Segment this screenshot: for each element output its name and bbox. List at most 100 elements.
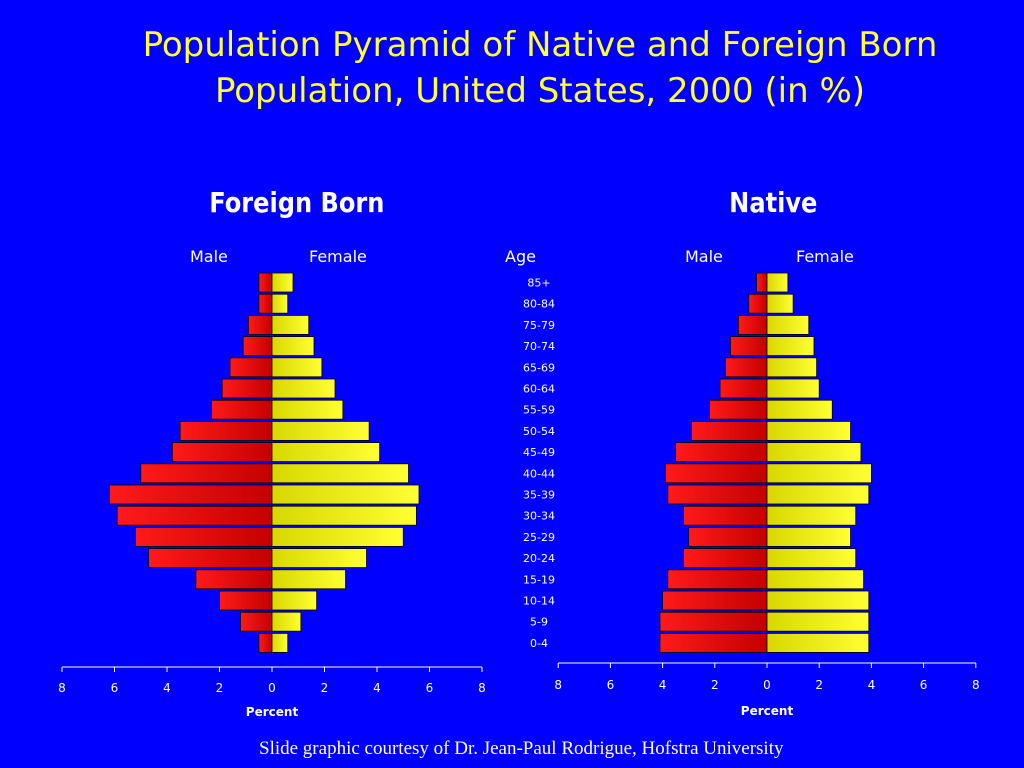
foreign-born-x-tick-label-6: 4 [373, 681, 381, 695]
age-label-50-54: 50-54 [523, 425, 555, 438]
foreign-born-x-tick-label-1: 6 [111, 681, 119, 695]
native-x-tick-label-8: 8 [972, 678, 980, 692]
foreign-born-female-bar-45-49 [271, 442, 381, 463]
native-female-bar-55-59 [766, 399, 833, 420]
foreign-born-female-bar-75-79 [271, 314, 310, 335]
native-male-bar-15-19 [667, 569, 768, 590]
age-label-5-9: 5-9 [530, 616, 548, 629]
slide-title-line-1: Population Pyramid of Native and Foreign… [142, 25, 938, 65]
foreign-born-female-label: Female [309, 247, 367, 266]
native-x-tick-label-5: 2 [815, 678, 823, 692]
foreign-born-male-bar-70-74 [242, 336, 273, 357]
foreign-born-female-bar-55-59 [271, 399, 344, 420]
foreign-born-male-bar-45-49 [171, 442, 273, 463]
native-male-bar-45-49 [675, 442, 768, 463]
native-male-bar-10-14 [662, 590, 768, 611]
foreign-born-x-tick-label-8: 8 [478, 681, 486, 695]
foreign-born-female-bar-40-44 [271, 463, 409, 484]
age-label-75-79: 75-79 [523, 319, 555, 332]
native-x-tick-label-0: 8 [554, 678, 562, 692]
native-male-bar-40-44 [664, 463, 768, 484]
foreign-born-male-bar-35-39 [108, 484, 273, 505]
native-female-bar-50-54 [766, 420, 851, 441]
foreign-born-male-bar-30-34 [116, 505, 273, 526]
foreign-born-x-tick-label-0: 8 [58, 681, 66, 695]
native-male-bar-5-9 [659, 611, 768, 632]
native-male-bar-65-69 [724, 357, 768, 378]
native-female-bar-15-19 [766, 569, 864, 590]
native-female-label: Female [796, 247, 854, 266]
native-male-bar-55-59 [709, 399, 768, 420]
age-label-85+: 85+ [527, 277, 550, 290]
foreign-born-male-bar-55-59 [211, 399, 273, 420]
foreign-born-male-bar-25-29 [135, 527, 273, 547]
foreign-born-chart-title: Foreign Born [209, 186, 385, 219]
native-male-bar-50-54 [690, 420, 768, 441]
foreign-born-female-bar-25-29 [271, 527, 404, 547]
native-female-bar-10-14 [766, 590, 870, 611]
foreign-born-female-bar-0-4 [271, 633, 289, 653]
foreign-born-female-bar-85+ [271, 272, 294, 293]
foreign-born-female-bar-60-64 [271, 378, 336, 399]
native-male-bar-85+ [756, 272, 768, 293]
age-label-40-44: 40-44 [523, 467, 555, 480]
foreign-born-male-bar-75-79 [247, 314, 273, 335]
foreign-born-male-bar-65-69 [229, 357, 273, 378]
age-label-25-29: 25-29 [523, 531, 555, 544]
foreign-born-female-bar-20-24 [271, 548, 367, 568]
foreign-born-x-tick-label-5: 2 [321, 681, 329, 695]
credit-text: Slide graphic courtesy of Dr. Jean-Paul … [259, 738, 784, 759]
age-label-30-34: 30-34 [523, 510, 555, 523]
native-male-bar-80-84 [748, 293, 768, 314]
native-female-bar-85+ [766, 272, 789, 293]
foreign-born-male-bar-10-14 [219, 590, 273, 611]
foreign-born-female-bar-15-19 [271, 569, 346, 590]
native-female-bar-25-29 [766, 527, 851, 547]
native-female-bar-40-44 [766, 463, 872, 484]
native-female-bar-75-79 [766, 314, 810, 335]
native-x-tick-label-2: 4 [659, 678, 667, 692]
slide-title: Population Pyramid of Native and Foreign… [60, 22, 1020, 114]
native-male-bar-20-24 [683, 548, 768, 568]
foreign-born-male-bar-20-24 [148, 548, 273, 568]
native-female-bar-45-49 [766, 442, 862, 463]
foreign-born-x-tick-label-3: 2 [216, 681, 224, 695]
age-label-70-74: 70-74 [523, 340, 555, 353]
age-axis-label: Age [505, 247, 536, 266]
native-x-tick-label-1: 6 [607, 678, 615, 692]
native-x-tick-label-4: 0 [763, 678, 771, 692]
foreign-born-x-axis-label: Percent [246, 705, 299, 719]
native-female-bar-70-74 [766, 336, 815, 357]
age-label-20-24: 20-24 [523, 552, 555, 565]
native-male-bar-0-4 [659, 633, 768, 653]
foreign-born-female-bar-35-39 [271, 484, 420, 505]
native-female-bar-60-64 [766, 378, 820, 399]
age-label-45-49: 45-49 [523, 446, 555, 459]
foreign-born-male-bar-50-54 [179, 420, 273, 441]
foreign-born-male-label: Male [190, 247, 228, 266]
foreign-born-male-bar-40-44 [140, 463, 273, 484]
age-label-60-64: 60-64 [523, 383, 555, 396]
foreign-born-female-bar-5-9 [271, 611, 302, 632]
native-female-bar-80-84 [766, 293, 794, 314]
native-male-bar-70-74 [730, 336, 768, 357]
native-female-bar-35-39 [766, 484, 870, 505]
foreign-born-x-tick-label-4: 0 [268, 681, 276, 695]
age-label-15-19: 15-19 [523, 573, 555, 586]
native-x-tick-label-7: 6 [920, 678, 928, 692]
native-female-bar-30-34 [766, 505, 857, 526]
native-male-bar-25-29 [688, 527, 768, 547]
age-label-10-14: 10-14 [523, 595, 555, 608]
foreign-born-x-tick-label-7: 6 [426, 681, 434, 695]
age-label-80-84: 80-84 [523, 298, 555, 311]
foreign-born-male-bar-85+ [258, 272, 273, 293]
foreign-born-female-bar-80-84 [271, 293, 289, 314]
slide-title-line-2: Population, United States, 2000 (in %) [214, 71, 866, 111]
native-chart-title: Native [729, 186, 818, 219]
foreign-born-x-tick-label-2: 4 [163, 681, 171, 695]
foreign-born-male-bar-5-9 [240, 611, 273, 632]
native-female-bar-20-24 [766, 548, 857, 568]
foreign-born-female-bar-50-54 [271, 420, 370, 441]
native-female-bar-0-4 [766, 633, 870, 653]
